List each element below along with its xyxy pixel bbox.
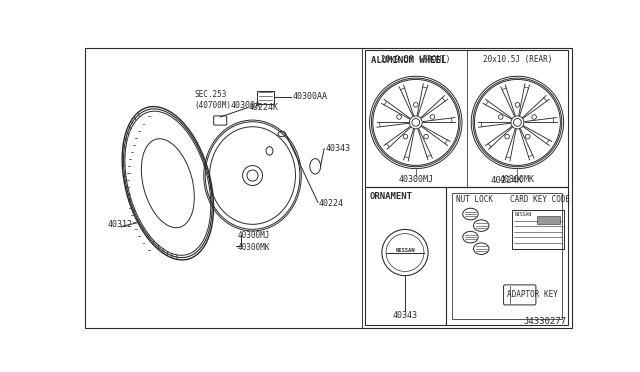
Text: J4330277: J4330277: [524, 317, 566, 327]
Text: CARD KEY CODE: CARD KEY CODE: [509, 195, 570, 204]
Bar: [452, 193, 562, 319]
Bar: [365, 187, 446, 325]
Text: 40300MJ: 40300MJ: [398, 175, 433, 184]
Text: 40224: 40224: [319, 199, 344, 208]
Bar: [537, 217, 560, 224]
Text: 40300AA: 40300AA: [292, 92, 328, 101]
Text: 40300A: 40300A: [231, 101, 261, 110]
Text: 40224K: 40224K: [249, 103, 278, 112]
Bar: [257, 91, 274, 104]
Text: 40300MK: 40300MK: [500, 175, 535, 184]
Text: SEC.253
(40700M): SEC.253 (40700M): [195, 90, 232, 110]
Text: ORNAMENT: ORNAMENT: [369, 192, 413, 201]
Bar: [365, 50, 568, 187]
Text: 40312: 40312: [108, 220, 132, 229]
Text: 40300MJ
40300MK: 40300MJ 40300MK: [237, 231, 269, 252]
Text: 20x9.5J (FRONT): 20x9.5J (FRONT): [381, 55, 451, 64]
Bar: [512, 210, 564, 249]
Text: NISSAN: NISSAN: [515, 212, 532, 217]
Text: 40224K: 40224K: [490, 176, 523, 185]
Text: ALUMINUM WHEEL: ALUMINUM WHEEL: [371, 55, 446, 64]
Text: 40343: 40343: [326, 144, 351, 153]
Text: NISSAN: NISSAN: [396, 248, 415, 253]
Text: 40343: 40343: [392, 311, 417, 320]
Text: ADAPTOR KEY: ADAPTOR KEY: [508, 290, 558, 299]
Text: NUT LOCK: NUT LOCK: [456, 195, 493, 204]
Text: 20x10.5J (REAR): 20x10.5J (REAR): [483, 55, 552, 64]
Bar: [446, 187, 568, 325]
